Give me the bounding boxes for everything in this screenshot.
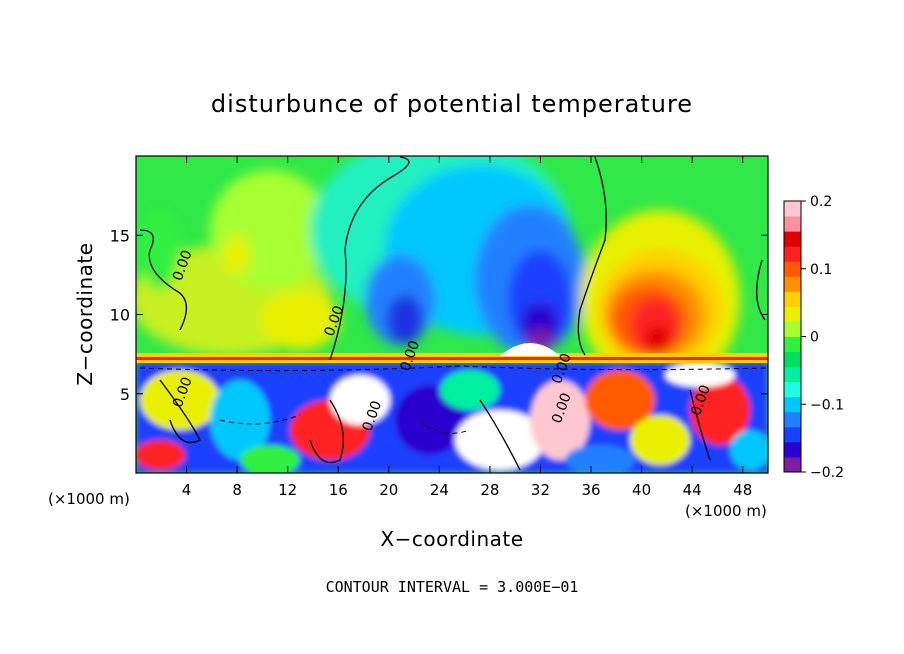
chart-title: disturbunce of potential temperature	[211, 90, 693, 118]
colorbar-swatch	[784, 306, 801, 322]
colorbar-swatch	[784, 201, 801, 217]
colorbar-tick-label: −0.2	[810, 465, 844, 481]
colorbar-swatch	[784, 381, 801, 398]
colorbar-swatch	[784, 456, 801, 473]
x-tick-label: 12	[278, 481, 297, 499]
x-unit-left: (×1000 m)	[48, 490, 130, 508]
y-axis-label: Z−coordinate	[73, 242, 97, 385]
y-tick-label: 10	[110, 306, 130, 325]
colorbar-swatch	[784, 441, 801, 458]
y-tick-label: 5	[120, 385, 130, 404]
x-tick-label: 16	[329, 481, 348, 499]
colorbar-tick-label: −0.1	[810, 397, 844, 413]
colorbar-tick-label: 0.1	[810, 262, 832, 278]
contour-lines	[139, 156, 766, 471]
colorbar-swatch	[784, 216, 801, 232]
x-tick-label: 28	[480, 481, 499, 499]
x-tick-label: 44	[683, 481, 702, 499]
x-axis-ticks: 4 8 12 16 20 24 28 32 36 40 44 48	[182, 156, 752, 499]
colorbar-swatch	[784, 411, 801, 428]
colorbar-swatch	[784, 321, 801, 337]
colorbar-swatch	[784, 246, 801, 262]
y-axis-ticks: 5 10 15	[110, 226, 768, 404]
x-tick-label: 8	[232, 481, 242, 499]
colorbar-swatch	[784, 366, 801, 383]
colorbar-tick-label: 0	[810, 330, 819, 346]
colorbar-swatch	[784, 336, 801, 353]
heatmap-field: 0.000.000.00 0.000.000.00 0.00 0.00	[136, 156, 768, 473]
contour-interval-note: CONTOUR INTERVAL = 3.000E−01	[326, 578, 579, 596]
x-tick-label: 20	[379, 481, 398, 499]
x-tick-label: 24	[430, 481, 449, 499]
x-tick-label: 40	[632, 481, 651, 499]
colorbar-tick-label: 0.2	[810, 194, 832, 210]
colorbar-swatch	[784, 276, 801, 292]
colorbar-swatch	[784, 231, 801, 247]
x-axis-label: X−coordinate	[380, 527, 523, 551]
x-tick-label: 32	[531, 481, 550, 499]
colorbar-swatch	[784, 351, 801, 368]
x-tick-label: 4	[182, 481, 192, 499]
y-tick-label: 15	[110, 226, 130, 245]
x-tick-label: 36	[581, 481, 600, 499]
colorbar-swatch	[784, 426, 801, 443]
colorbar-swatch	[784, 396, 801, 413]
colorbar: 0.2 0.1 0 −0.1 −0.2	[783, 194, 844, 481]
colorbar-swatch	[784, 261, 801, 277]
x-tick-label: 48	[733, 481, 752, 499]
x-unit-right: (×1000 m)	[685, 502, 767, 520]
colorbar-swatch	[784, 291, 801, 307]
